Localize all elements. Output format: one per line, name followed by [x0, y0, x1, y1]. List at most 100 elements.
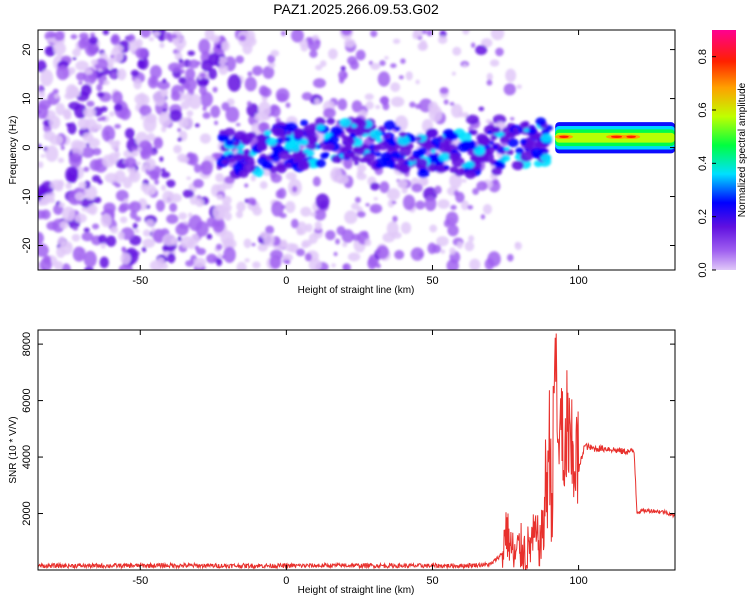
spectrogram-cell [83, 107, 96, 118]
spectrogram-cell [49, 197, 56, 204]
spectrogram-cell [438, 143, 451, 154]
spectrogram-cell [182, 189, 195, 198]
spectrogram-cell [527, 127, 537, 135]
spectrogram-cell [303, 148, 310, 154]
spectrogram-cell [243, 155, 255, 164]
spectrogram-peak [626, 135, 636, 138]
spectrogram-cell [520, 151, 533, 162]
spectrogram-cell [200, 91, 213, 107]
spectrogram-cell [321, 145, 329, 151]
spectrogram-cell [486, 72, 493, 81]
spectrogram-cell [356, 169, 364, 177]
spectrogram-cell [355, 128, 365, 137]
spectrogram-cell [387, 144, 395, 152]
spectrogram-cell [133, 78, 142, 90]
spectrogram-cell [158, 34, 165, 42]
spectrogram-cell [405, 71, 413, 81]
spectrogram-cell [290, 144, 301, 153]
spectrogram-cell [445, 131, 455, 139]
spectrogram-cell [74, 192, 85, 201]
spectrogram-cell [369, 203, 383, 214]
spectrogram-cell [467, 149, 476, 156]
spectrogram-cell [92, 196, 102, 204]
spectrogram-cell [263, 129, 272, 136]
spectrogram-cell [336, 174, 349, 185]
spectrogram-cell [150, 151, 156, 156]
spectrogram-cell [194, 123, 200, 128]
spectrogram-cell [377, 71, 391, 87]
spectrogram-cell [72, 226, 79, 231]
spectrogram-cell [175, 223, 189, 236]
spectrogram-cell [434, 185, 442, 195]
spectrogram-cell [110, 226, 119, 234]
spectrogram-cell [480, 38, 493, 48]
spectrogram-cell [92, 147, 102, 156]
spectrogram-cell [452, 46, 462, 56]
spectrogram-cell [104, 130, 110, 137]
spectrogram-cell [390, 63, 397, 69]
spectrogram-cell [523, 127, 530, 133]
y-tick-label: 2000 [21, 501, 33, 525]
spectrogram-cell [119, 202, 131, 211]
spectrogram-cell [399, 146, 412, 157]
spectrogram-cell [251, 242, 256, 247]
spectrogram-cell [250, 199, 257, 206]
spectrogram-cell [161, 184, 167, 191]
spectrogram-cell [144, 158, 156, 171]
spectrogram-cell [300, 206, 312, 217]
spectrogram-cell [185, 68, 196, 81]
spectrogram-cell [305, 223, 313, 233]
spectrogram-cell [435, 164, 447, 174]
spectrogram-cell [296, 227, 304, 236]
spectrogram-cell [38, 199, 47, 206]
spectrogram-cell [337, 98, 348, 111]
spectrogram-cell [208, 68, 218, 80]
spectrogram-cell [219, 129, 226, 136]
spectrogram-cell [58, 202, 65, 208]
spectrogram-cell [285, 243, 297, 253]
spectrogram-cell [193, 257, 207, 268]
spectrogram-cell [299, 119, 309, 127]
spectrogram-cell [161, 125, 167, 133]
spectrogram-cell [215, 258, 223, 267]
spectrogram-cell [168, 62, 182, 73]
spectrogram-cell [319, 60, 327, 67]
spectrogram-cell [244, 183, 249, 188]
snr-x-label: Height of straight line (km) [298, 585, 415, 596]
spectrogram-cell [364, 93, 374, 101]
spectrogram-cell [149, 65, 162, 79]
spectrogram-cell [83, 166, 90, 172]
spectrogram-cell [254, 112, 268, 122]
spectrogram-cell [278, 150, 291, 161]
spectrogram-cell [38, 84, 44, 90]
spectrogram-cell [375, 263, 381, 269]
spectrogram-cell [40, 209, 51, 220]
spectrogram-cell [119, 216, 128, 224]
spectrogram-cell [540, 153, 552, 163]
spectrogram-cell [415, 103, 422, 110]
spectrogram-cell [511, 160, 524, 171]
spectrogram-cell [498, 122, 505, 129]
spectrogram-cell [103, 79, 110, 86]
spectrogram-cell [276, 165, 287, 174]
spectrogram-cell [166, 179, 176, 188]
spectrogram-x-ticks: -50 0 50 100 [132, 30, 588, 287]
spectrogram-cell [262, 65, 275, 79]
spectrogram-cell [299, 138, 309, 146]
spectrogram-cell [110, 55, 115, 58]
spectrogram-cell [444, 165, 450, 170]
spectrogram-cell [162, 78, 167, 84]
spectrogram-cell [177, 137, 183, 142]
spectrogram-cell [187, 239, 195, 250]
spectrogram-cell [244, 76, 257, 92]
spectrogram-cell [268, 61, 276, 69]
spectrogram-peak [610, 135, 623, 138]
spectrogram-cell [363, 152, 376, 163]
spectrogram-cell [505, 68, 517, 83]
snr-series-line [38, 333, 675, 570]
spectrogram-cell [252, 261, 261, 269]
colorbar-tick-label: 0.4 [697, 156, 709, 171]
colorbar-tick-label: 0.6 [697, 102, 709, 117]
spectrogram-cell [38, 161, 44, 169]
spectrogram-cell [238, 169, 249, 178]
